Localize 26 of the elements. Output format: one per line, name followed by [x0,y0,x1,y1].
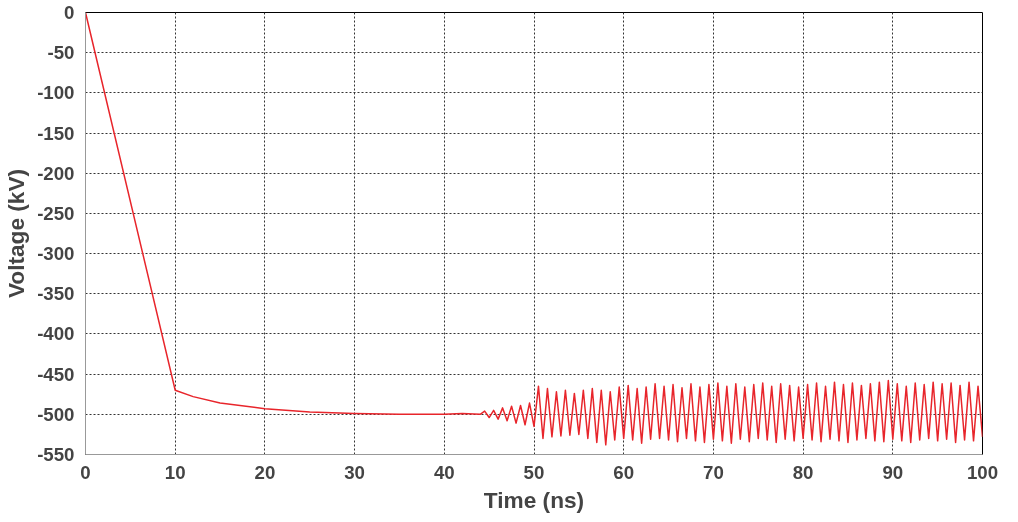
x-tick-label: 50 [523,461,545,483]
y-tick-label: 0 [64,2,75,23]
x-tick-label: 0 [80,461,91,483]
y-tick-label: -50 [47,42,75,64]
y-tick-label: -550 [37,444,75,465]
y-tick-label: -300 [37,243,75,265]
x-tick-label: 30 [344,461,365,483]
y-tick-label: -400 [37,323,75,345]
y-tick-label: -500 [37,403,75,425]
x-tick-label: 20 [254,461,276,483]
x-tick-label: 60 [613,461,635,483]
y-tick-label: -150 [37,122,75,144]
y-tick-label: -250 [37,202,75,224]
y-axis-title: Voltage (kV) [3,168,30,299]
y-tick-label: -450 [37,363,75,385]
line-series [85,12,983,446]
x-tick-label: 90 [882,461,904,483]
y-tick-label: -100 [37,82,75,104]
x-tick-label: 10 [164,461,186,483]
y-tick-label: -200 [37,162,75,184]
x-tick-label: 70 [703,461,724,483]
x-tick-label: 100 [966,461,999,483]
x-axis-title: Time (ns) [483,486,585,513]
y-tick-label: -350 [37,283,75,305]
x-tick-label: 80 [792,461,814,483]
x-tick-label: 40 [433,461,455,483]
